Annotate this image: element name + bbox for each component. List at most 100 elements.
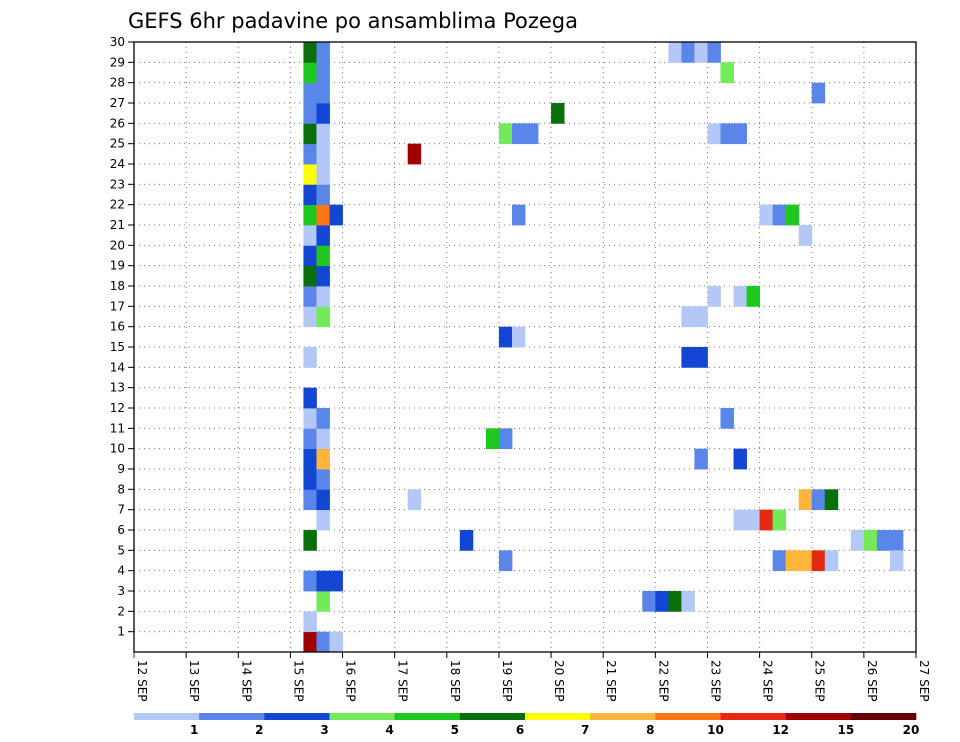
heatmap-cell — [303, 448, 317, 470]
heatmap-cell — [303, 164, 317, 185]
y-tick-label: 8 — [117, 482, 125, 496]
heatmap-cell — [720, 62, 734, 84]
colorbar-swatch — [459, 713, 526, 720]
x-tick-label: 21 SEP — [604, 660, 618, 702]
y-tick-label: 24 — [110, 157, 125, 171]
colorbar-label: 3 — [320, 723, 328, 737]
x-tick-label: 19 SEP — [500, 660, 514, 702]
heatmap-cell — [811, 489, 826, 511]
colorbar-swatch — [525, 713, 591, 720]
heatmap-cell — [746, 286, 760, 307]
y-tick-label: 2 — [117, 604, 125, 618]
heatmap-cell — [824, 550, 839, 572]
heatmap-cell — [772, 509, 787, 531]
x-tick-label: 27 SEP — [917, 660, 931, 702]
heatmap-cell — [303, 82, 317, 104]
heatmap-cell — [316, 82, 330, 104]
cells — [303, 42, 904, 653]
heatmap-cell — [485, 428, 500, 450]
heatmap-cell — [511, 326, 526, 348]
heatmap-cell — [498, 550, 513, 572]
heatmap-cell — [759, 204, 774, 226]
heatmap-cell — [316, 42, 330, 63]
heatmap-cell — [316, 225, 330, 246]
heatmap-cell — [694, 306, 708, 328]
colorbar-swatch — [199, 713, 265, 720]
y-tick-label: 30 — [110, 35, 125, 49]
y-tick-label: 16 — [110, 320, 125, 334]
heatmap-cell — [824, 489, 839, 511]
heatmap-cell — [694, 347, 708, 368]
colorbar-swatch — [394, 713, 461, 720]
colorbar: 1 2 3 4 5 6 7 8 10 12 15 20 — [134, 713, 919, 737]
colorbar-swatch — [264, 713, 330, 720]
heatmap-cell — [316, 184, 330, 206]
heatmap-cell — [681, 42, 695, 63]
heatmap-cell — [889, 530, 904, 551]
heatmap-cell — [303, 225, 317, 246]
colorbar-label: 20 — [903, 723, 920, 737]
y-tick-label: 22 — [110, 198, 125, 212]
colorbar-label: 15 — [837, 723, 854, 737]
colorbar-label: 10 — [707, 723, 724, 737]
heatmap-cell — [694, 42, 708, 63]
heatmap-cell — [498, 326, 513, 348]
colorbar-label: 2 — [255, 723, 263, 737]
heatmap-cell — [303, 489, 317, 511]
heatmap-cell — [551, 103, 565, 124]
heatmap-cell — [889, 550, 904, 572]
y-tick-label: 21 — [110, 218, 125, 232]
heatmap-cell — [303, 631, 317, 653]
heatmap-cell — [303, 184, 317, 206]
heatmap-cell — [511, 123, 526, 145]
heatmap-cell — [316, 509, 330, 531]
y-tick-label: 28 — [110, 76, 125, 90]
heatmap-cell — [798, 489, 813, 511]
heatmap-cell — [303, 204, 317, 226]
heatmap-cell — [733, 286, 747, 307]
colorbar-swatch — [720, 713, 786, 720]
y-tick-label: 5 — [117, 543, 125, 557]
y-tick-label: 17 — [110, 299, 125, 313]
heatmap-cell — [525, 123, 539, 145]
heatmap-cell — [303, 143, 317, 165]
heatmap-cell — [694, 448, 708, 470]
heatmap-cell — [303, 408, 317, 429]
heatmap-cell — [642, 591, 656, 612]
heatmap-cell — [772, 550, 787, 572]
heatmap-cell — [876, 530, 891, 551]
x-tick-label: 24 SEP — [761, 660, 775, 702]
heatmap-cell — [316, 570, 330, 592]
y-tick-label: 14 — [110, 360, 125, 374]
heatmap-cell — [681, 591, 695, 612]
y-tick-label: 23 — [110, 177, 125, 191]
y-tick-label: 11 — [110, 421, 125, 435]
x-tick-label: 13 SEP — [187, 660, 201, 702]
colorbar-swatch — [329, 713, 395, 720]
heatmap-cell — [655, 591, 669, 612]
heatmap-cell — [316, 103, 330, 124]
heatmap-cell — [303, 387, 317, 409]
x-ticks: 12 SEP 13 SEP 14 SEP 15 SEP 16 SEP 17 SEP 18 S… — [133, 652, 931, 702]
heatmap-cell — [303, 611, 317, 633]
x-tick-label: 26 SEP — [865, 660, 879, 702]
colorbar-swatch — [850, 713, 917, 720]
x-tick-label: 23 SEP — [708, 660, 722, 702]
heatmap-cell — [316, 631, 330, 653]
heatmap-cell — [303, 103, 317, 124]
y-tick-label: 15 — [110, 340, 125, 354]
heatmap-cell — [707, 42, 721, 63]
heatmap-cell — [459, 530, 474, 551]
heatmap-cell — [811, 550, 826, 572]
heatmap-cell — [303, 570, 317, 592]
x-tick-label: 14 SEP — [239, 660, 253, 702]
heatmap-cell — [316, 428, 330, 450]
y-tick-label: 1 — [117, 625, 125, 639]
colorbar-label: 7 — [581, 723, 589, 737]
heatmap-cell — [316, 265, 330, 287]
heatmap-cell — [316, 591, 330, 612]
heatmap-cell — [811, 82, 826, 104]
heatmap-cell — [733, 123, 747, 145]
colorbar-swatch — [134, 713, 200, 720]
